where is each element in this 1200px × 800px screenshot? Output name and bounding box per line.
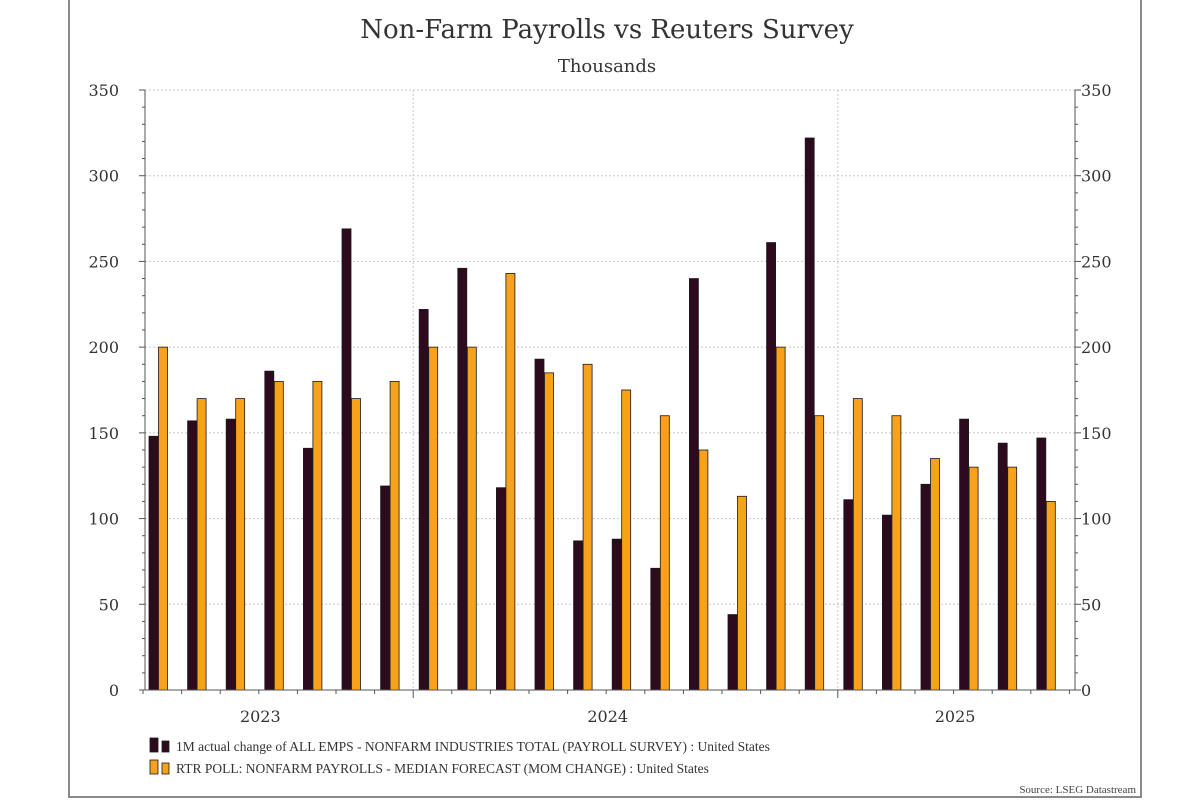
x-tick-label: 2023	[240, 707, 281, 726]
bar-forecast	[312, 381, 323, 691]
bar-actual	[573, 540, 584, 691]
bar-actual	[148, 435, 159, 691]
legend-label: 1M actual change of ALL EMPS - NONFARM I…	[176, 739, 770, 754]
y-tick-label-right: 50	[1081, 595, 1101, 614]
bar-forecast	[775, 346, 786, 691]
bar-forecast	[852, 398, 863, 691]
bar-forecast	[582, 363, 593, 691]
bar-forecast	[505, 273, 516, 691]
legend-swatch	[161, 740, 170, 753]
bar-actual	[843, 499, 854, 691]
bar-actual	[997, 442, 1008, 691]
x-tick-label: 2025	[935, 707, 976, 726]
y-tick-label-left: 200	[88, 338, 119, 357]
bar-actual	[418, 309, 429, 691]
bar-actual	[611, 538, 622, 691]
bar-actual	[457, 267, 468, 691]
x-tick-label: 2024	[587, 707, 628, 726]
bar-forecast	[930, 458, 940, 691]
bar-forecast	[891, 415, 902, 691]
bar-actual	[380, 485, 391, 691]
y-tick-label-right: 200	[1081, 338, 1112, 357]
legend-label: RTR POLL: NONFARM PAYROLLS - MEDIAN FORE…	[176, 761, 709, 776]
y-tick-label-right: 0	[1081, 681, 1091, 700]
y-tick-label-right: 300	[1081, 167, 1112, 186]
bar-forecast	[1007, 466, 1018, 691]
y-tick-label-left: 0	[109, 681, 119, 700]
bar-actual	[766, 242, 776, 691]
y-tick-label-left: 50	[99, 595, 119, 614]
bar-forecast	[814, 415, 825, 691]
bar-actual	[264, 370, 275, 691]
bar-forecast	[158, 346, 168, 691]
bar-actual	[920, 483, 931, 691]
bar-actual	[225, 418, 236, 691]
y-tick-label-left: 150	[88, 424, 119, 443]
bar-actual	[187, 420, 197, 691]
bar-forecast	[196, 398, 207, 691]
gridlines	[145, 89, 1075, 690]
source-note: Source: LSEG Datastream	[1019, 784, 1136, 796]
bar-actual	[689, 278, 699, 691]
chart-title: Non-Farm Payrolls vs Reuters Survey	[360, 15, 854, 45]
legend-swatch	[149, 737, 159, 753]
legend-swatch	[161, 762, 170, 775]
bar-actual	[495, 487, 506, 691]
bar-forecast	[1045, 501, 1056, 691]
legend-swatch	[149, 759, 159, 775]
bar-actual	[959, 418, 969, 691]
chart-frame: Non-Farm Payrolls vs Reuters Survey Thou…	[68, 0, 1142, 798]
bar-actual	[882, 514, 892, 691]
bar-forecast	[968, 466, 979, 691]
axes: 0 0 50 50 100 100 150 150 200 200 250 250 300 300 350 3…	[88, 81, 1111, 726]
bar-forecast	[544, 372, 554, 691]
bar-forecast	[698, 449, 709, 691]
bar-forecast	[428, 346, 439, 691]
bar-forecast	[659, 415, 670, 691]
legend: 1M actual change of ALL EMPS - NONFARM I…	[149, 737, 770, 776]
bar-actual	[341, 228, 352, 691]
y-tick-label-right: 350	[1081, 81, 1112, 100]
bar-actual	[727, 614, 738, 691]
y-tick-label-right: 250	[1081, 252, 1112, 271]
bar-actual	[302, 447, 313, 691]
bar-forecast	[737, 495, 747, 691]
bar-actual	[534, 358, 545, 691]
y-tick-label-left: 100	[88, 510, 119, 529]
bar-forecast	[466, 346, 477, 691]
bar-actual	[804, 137, 815, 691]
bar-actual	[1036, 437, 1047, 691]
bar-forecast	[235, 398, 246, 691]
y-tick-label-left: 300	[88, 167, 119, 186]
bar-forecast	[389, 381, 400, 691]
bar-forecast	[273, 381, 284, 691]
bar-actual	[650, 567, 661, 691]
y-tick-label-right: 150	[1081, 424, 1112, 443]
bars	[148, 137, 1056, 691]
chart: Non-Farm Payrolls vs Reuters Survey Thou…	[88, 15, 1136, 796]
y-tick-label-left: 350	[88, 81, 119, 100]
bar-forecast	[621, 389, 632, 691]
bar-forecast	[351, 398, 361, 691]
y-tick-label-left: 250	[88, 252, 119, 271]
chart-subtitle: Thousands	[558, 56, 656, 77]
y-tick-label-right: 100	[1081, 510, 1112, 529]
